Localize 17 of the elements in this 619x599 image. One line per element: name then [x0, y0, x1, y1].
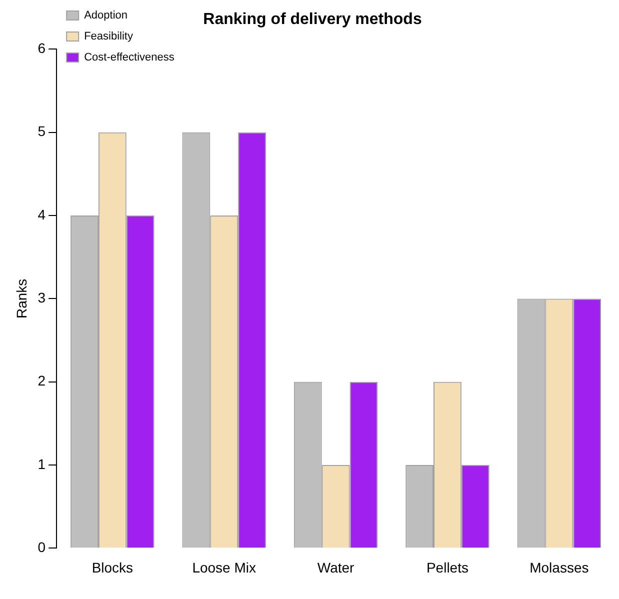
- legend-label: Feasibility: [84, 30, 134, 43]
- x-tick-label: Pellets: [426, 559, 468, 576]
- x-tick-label: Loose Mix: [192, 559, 256, 576]
- y-tick-label: 2: [38, 372, 46, 389]
- y-tick-label: 6: [38, 40, 46, 56]
- y-axis-title: Ranks: [13, 278, 30, 319]
- y-tick-label: 4: [38, 206, 46, 222]
- x-tick-label: Molasses: [530, 559, 589, 576]
- legend-label: Adoption: [84, 10, 128, 22]
- y-tick-label: 0: [38, 539, 46, 556]
- y-tick-label: 3: [38, 290, 46, 306]
- chart-title: Ranking of delivery methods: [203, 11, 422, 28]
- y-tick-label: 5: [38, 123, 46, 140]
- x-tick-label: Water: [317, 559, 355, 576]
- x-tick-label: Blocks: [92, 559, 134, 576]
- legend-label: Cost-effectiveness: [84, 52, 175, 64]
- y-tick-label: 1: [38, 456, 46, 472]
